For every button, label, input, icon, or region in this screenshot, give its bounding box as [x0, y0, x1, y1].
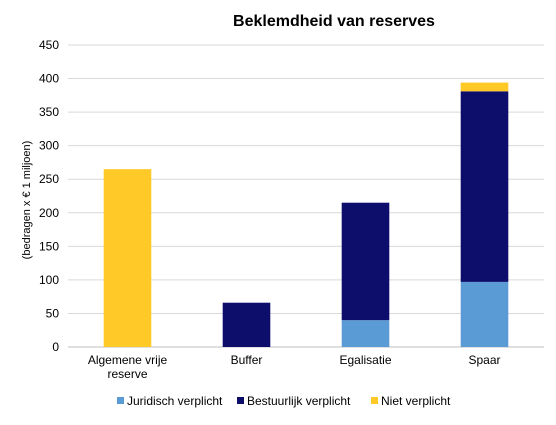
- legend-swatch: [371, 397, 378, 404]
- x-category-label: reserve: [107, 367, 147, 381]
- bar-segment-3-1: [103, 169, 152, 347]
- bar-segment-2-4: [460, 91, 509, 282]
- y-tick-label: 300: [39, 139, 59, 153]
- y-tick-label: 400: [39, 72, 59, 86]
- bar-segment-1-3: [341, 320, 390, 347]
- legend-label: Niet verplicht: [381, 394, 451, 408]
- bar-segment-2-3: [341, 202, 390, 321]
- x-category-label: Spaar: [468, 353, 500, 367]
- legend-label: Bestuurlijk verplicht: [247, 394, 351, 408]
- chart-title: Beklemdheid van reserves: [233, 13, 435, 30]
- legend: Juridisch verplicht Bestuurlijk verplicht…: [117, 394, 451, 408]
- legend-swatch: [117, 397, 124, 404]
- x-category-label: Buffer: [231, 353, 263, 367]
- y-tick-label: 350: [39, 105, 59, 119]
- y-tick-label: 200: [39, 206, 59, 220]
- y-tick-label: 50: [46, 306, 60, 320]
- y-tick-label: 100: [39, 273, 59, 287]
- y-axis-label: (bedragen x € 1 miljoen): [21, 141, 33, 260]
- bar-segment-3-4: [460, 82, 509, 92]
- x-category-label: Egalisatie: [339, 353, 391, 367]
- y-tick-label: 250: [39, 172, 59, 186]
- legend-label: Juridisch verplicht: [127, 394, 223, 408]
- y-tick-label: 0: [52, 340, 59, 354]
- y-tick-label: 150: [39, 239, 59, 253]
- x-category-label: Algemene vrije: [88, 353, 168, 367]
- y-tick-label: 450: [39, 38, 59, 52]
- bar-segment-2-2: [222, 302, 271, 347]
- y-axis-ticks: 0 50 100 150 200 250 300 350 400 450: [39, 38, 59, 354]
- legend-swatch: [237, 397, 244, 404]
- bar-segment-1-4: [460, 281, 509, 347]
- bars: [103, 82, 509, 347]
